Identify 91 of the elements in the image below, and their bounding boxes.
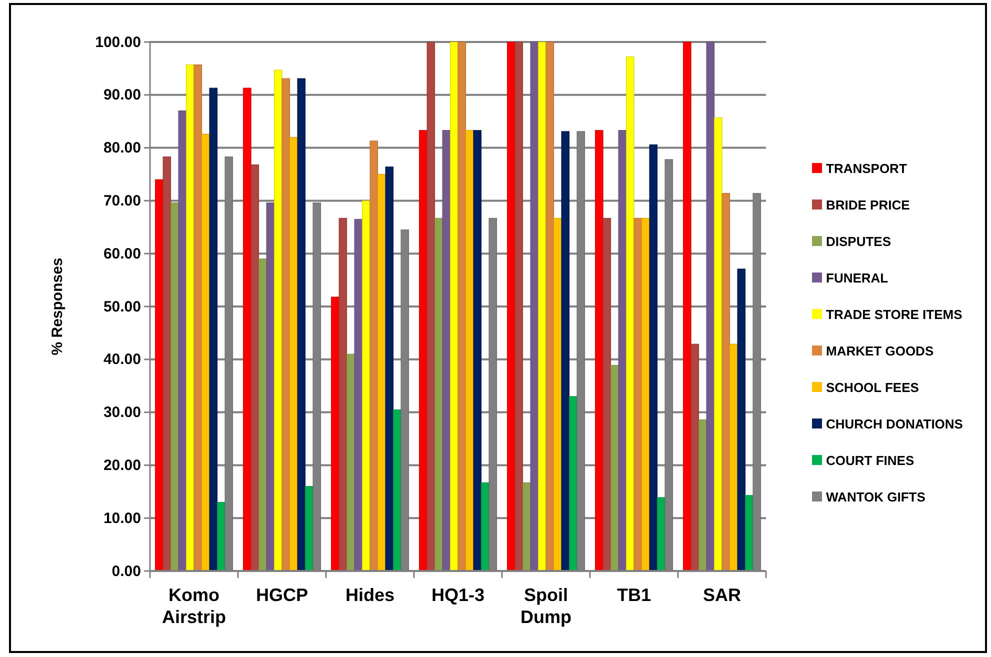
y-tick-label: 60.00: [103, 245, 141, 262]
bar: [458, 42, 466, 572]
bar: [274, 70, 282, 572]
bar: [377, 174, 386, 572]
legend-label: DISPUTES: [826, 234, 892, 249]
bar: [370, 140, 378, 572]
legend-label: SCHOOL FEES: [826, 380, 920, 395]
bar: [354, 218, 363, 572]
bar: [538, 42, 546, 572]
bar: [714, 117, 722, 572]
bar: [170, 202, 179, 572]
bar: [698, 419, 707, 572]
x-tick-label: SAR: [702, 585, 742, 605]
bar: [434, 218, 443, 572]
x-tick-label: HGCP: [256, 585, 308, 605]
y-tick-label: 90.00: [103, 86, 141, 104]
bar: [602, 218, 612, 572]
bar: [465, 130, 474, 572]
legend-label: FUNERAL: [826, 270, 888, 286]
bar: [522, 482, 531, 572]
x-tick-label: TB1: [616, 585, 652, 605]
bar: [618, 130, 627, 572]
bar: [201, 134, 210, 572]
bar: [385, 166, 394, 572]
y-tick-label: 40.00: [103, 351, 141, 368]
bar: [162, 156, 172, 572]
bar: [442, 130, 451, 572]
bar: [690, 344, 700, 572]
bar: [331, 296, 340, 572]
legend-label: TRANSPORT: [826, 161, 907, 176]
bar: [641, 218, 650, 572]
bar: [155, 179, 164, 572]
y-tick-label: 20.00: [103, 457, 141, 474]
bar: [568, 396, 578, 572]
bar: [362, 200, 370, 572]
legend-label: TRADE STORE ITEMS: [826, 307, 963, 322]
bar: [722, 193, 730, 572]
x-tick-label: HQ1-3: [431, 585, 485, 605]
bar: [450, 42, 458, 572]
bar: [282, 78, 290, 572]
y-axis-title: % Responses: [49, 258, 66, 356]
bar: [656, 497, 666, 572]
bar: [737, 268, 746, 572]
bar: [426, 42, 436, 572]
bar: [561, 131, 570, 572]
y-tick-label: 0.00: [112, 562, 141, 580]
bar: [610, 364, 619, 572]
bar: [304, 486, 314, 572]
bar: [683, 42, 692, 572]
bar: [194, 64, 202, 572]
bar: [178, 110, 187, 572]
bar: [595, 130, 604, 572]
bar: [209, 88, 218, 572]
legend-label: MARKET GOODS: [826, 344, 934, 358]
bar: [258, 258, 267, 572]
x-tick-label: Hides: [345, 585, 395, 605]
bar: [186, 64, 194, 572]
y-tick-label: 70.00: [103, 192, 141, 210]
y-tick-label: 100.00: [95, 34, 141, 51]
legend-label: COURT FINES: [826, 453, 914, 468]
bar: [744, 495, 754, 572]
bar: [346, 354, 355, 572]
legend-label: WANTOK GIFTS: [826, 490, 926, 504]
y-tick-label: 80.00: [103, 140, 141, 157]
bar: [649, 144, 658, 572]
y-tick-label: 50.00: [103, 298, 141, 316]
bar: [338, 218, 348, 572]
bar: [473, 130, 482, 572]
bar: [530, 42, 539, 572]
legend-label: CHURCH DONATIONS: [826, 416, 964, 432]
bar: [634, 218, 642, 572]
bar: [392, 409, 402, 572]
bar: [419, 130, 428, 572]
legend-label: BRIDE PRICE: [826, 198, 910, 212]
bar: [729, 344, 738, 572]
bar: [706, 42, 715, 572]
bar: [546, 42, 554, 572]
x-tick-label: Komo Airstrip: [162, 585, 226, 627]
bar: [626, 56, 634, 572]
bar: [507, 42, 516, 572]
bar: [266, 202, 275, 572]
x-tick-label: Spoil Dump: [520, 585, 572, 627]
bar: [480, 482, 490, 572]
y-tick-label: 30.00: [103, 404, 141, 422]
bar: [243, 88, 252, 572]
y-tick-label: 10.00: [103, 510, 141, 527]
bar: [250, 164, 260, 572]
bar: [289, 136, 298, 572]
bar: [514, 42, 524, 572]
bar: [553, 218, 562, 572]
bar: [297, 78, 306, 572]
